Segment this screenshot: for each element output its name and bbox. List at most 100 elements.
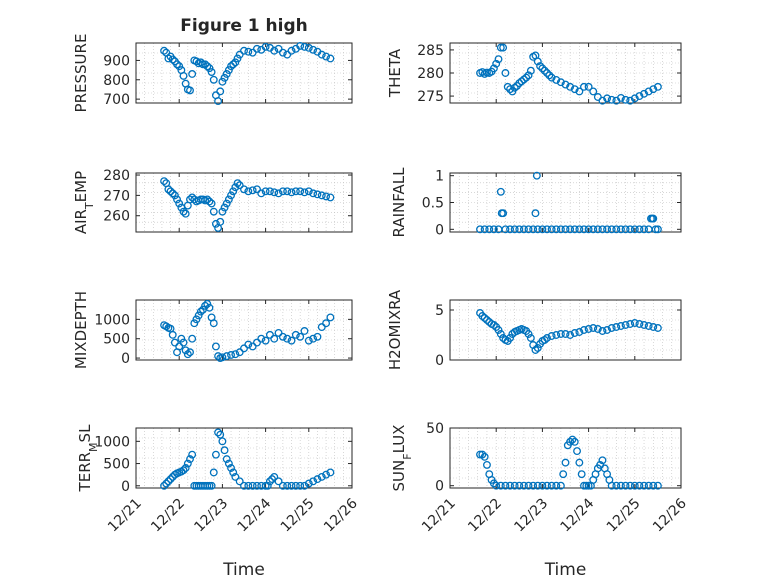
data-point (304, 336, 313, 345)
x-tick-label: 12/21 (419, 496, 459, 536)
data-point (168, 55, 177, 64)
y-tick-label: 0.5 (422, 196, 444, 212)
data-point (524, 481, 533, 490)
data-point (640, 481, 648, 490)
data-point (616, 481, 625, 490)
axes-box-sun_flux (449, 427, 682, 489)
y-tick-label: 5 (435, 303, 444, 319)
data-point (235, 477, 244, 486)
data-point (181, 464, 190, 472)
data-point (222, 352, 231, 361)
data-point (529, 481, 538, 490)
data-point (248, 186, 257, 195)
data-point (326, 313, 335, 322)
data-point (231, 472, 240, 481)
data-point (220, 203, 229, 212)
data-point (309, 334, 318, 343)
y-tick-label: 270 (103, 188, 130, 204)
data-point (283, 481, 292, 490)
data-point (543, 225, 551, 234)
data-point (216, 217, 225, 226)
data-point (211, 219, 220, 228)
x-tick-label: 12/24 (558, 495, 598, 535)
data-point (218, 437, 227, 446)
data-point (216, 430, 225, 439)
data-point (183, 350, 192, 359)
data-point (207, 481, 216, 490)
data-point (274, 477, 283, 486)
data-point (218, 353, 227, 362)
data-point (573, 447, 581, 456)
data-point (309, 477, 318, 486)
data-point (216, 87, 225, 96)
data-point (188, 70, 197, 78)
data-point (501, 225, 510, 234)
data-point (196, 58, 205, 67)
data-point (538, 225, 547, 234)
data-point (186, 86, 194, 95)
data-point (522, 73, 531, 82)
data-point (211, 342, 220, 351)
data-point (538, 481, 547, 490)
data-point (265, 330, 274, 339)
data-point (248, 48, 257, 57)
x-tick-label: 12/26 (650, 495, 690, 535)
data-point (485, 225, 494, 234)
data-point (263, 481, 272, 490)
data-point (192, 57, 201, 66)
data-point (499, 43, 508, 52)
grid-rainfall (449, 172, 682, 233)
data-point (566, 82, 575, 91)
data-point (570, 329, 579, 337)
data-point (214, 97, 223, 106)
data-point (582, 481, 591, 490)
data-point (173, 195, 181, 204)
data-point (209, 75, 218, 84)
axes-box-h2omixra (449, 299, 682, 361)
data-point (177, 334, 186, 343)
data-point (296, 481, 305, 490)
data-point (478, 450, 487, 459)
data-point (168, 330, 177, 339)
data-point (179, 466, 188, 475)
data-point (326, 193, 335, 202)
data-point (164, 54, 173, 63)
data-point (635, 225, 644, 234)
data-point (515, 481, 524, 490)
data-point (580, 225, 588, 234)
data-point (545, 71, 554, 80)
data-point (626, 96, 635, 105)
data-point (607, 324, 616, 332)
data-point (607, 481, 616, 490)
data-point (186, 455, 194, 464)
grid-h2omixra (449, 299, 682, 361)
grid-sun_flux (449, 427, 682, 489)
data-point (253, 185, 261, 194)
data-point (506, 334, 515, 342)
data-point (621, 225, 630, 234)
data-point (287, 46, 296, 55)
data-point (649, 85, 658, 94)
data-point (179, 71, 188, 80)
data-point (575, 225, 584, 234)
data-point (568, 435, 577, 444)
subplot-air_temp: 260 270 280 AIRTEMP (72, 168, 353, 234)
data-point (598, 327, 607, 335)
data-point (253, 338, 261, 347)
data-point (248, 342, 257, 351)
data-point (533, 225, 542, 234)
data-point (317, 191, 326, 200)
series-h2omixra (476, 309, 662, 354)
data-point (218, 207, 227, 216)
x-tick-label: 12/25 (278, 496, 318, 536)
data-point (584, 325, 593, 333)
data-point (205, 64, 214, 73)
data-point (248, 481, 257, 490)
data-point (296, 332, 305, 341)
y-axis-label-air_temp: AIRTEMP (72, 171, 96, 234)
data-point (253, 481, 261, 490)
data-point (209, 207, 218, 216)
data-point (291, 330, 300, 339)
data-point (566, 225, 575, 234)
